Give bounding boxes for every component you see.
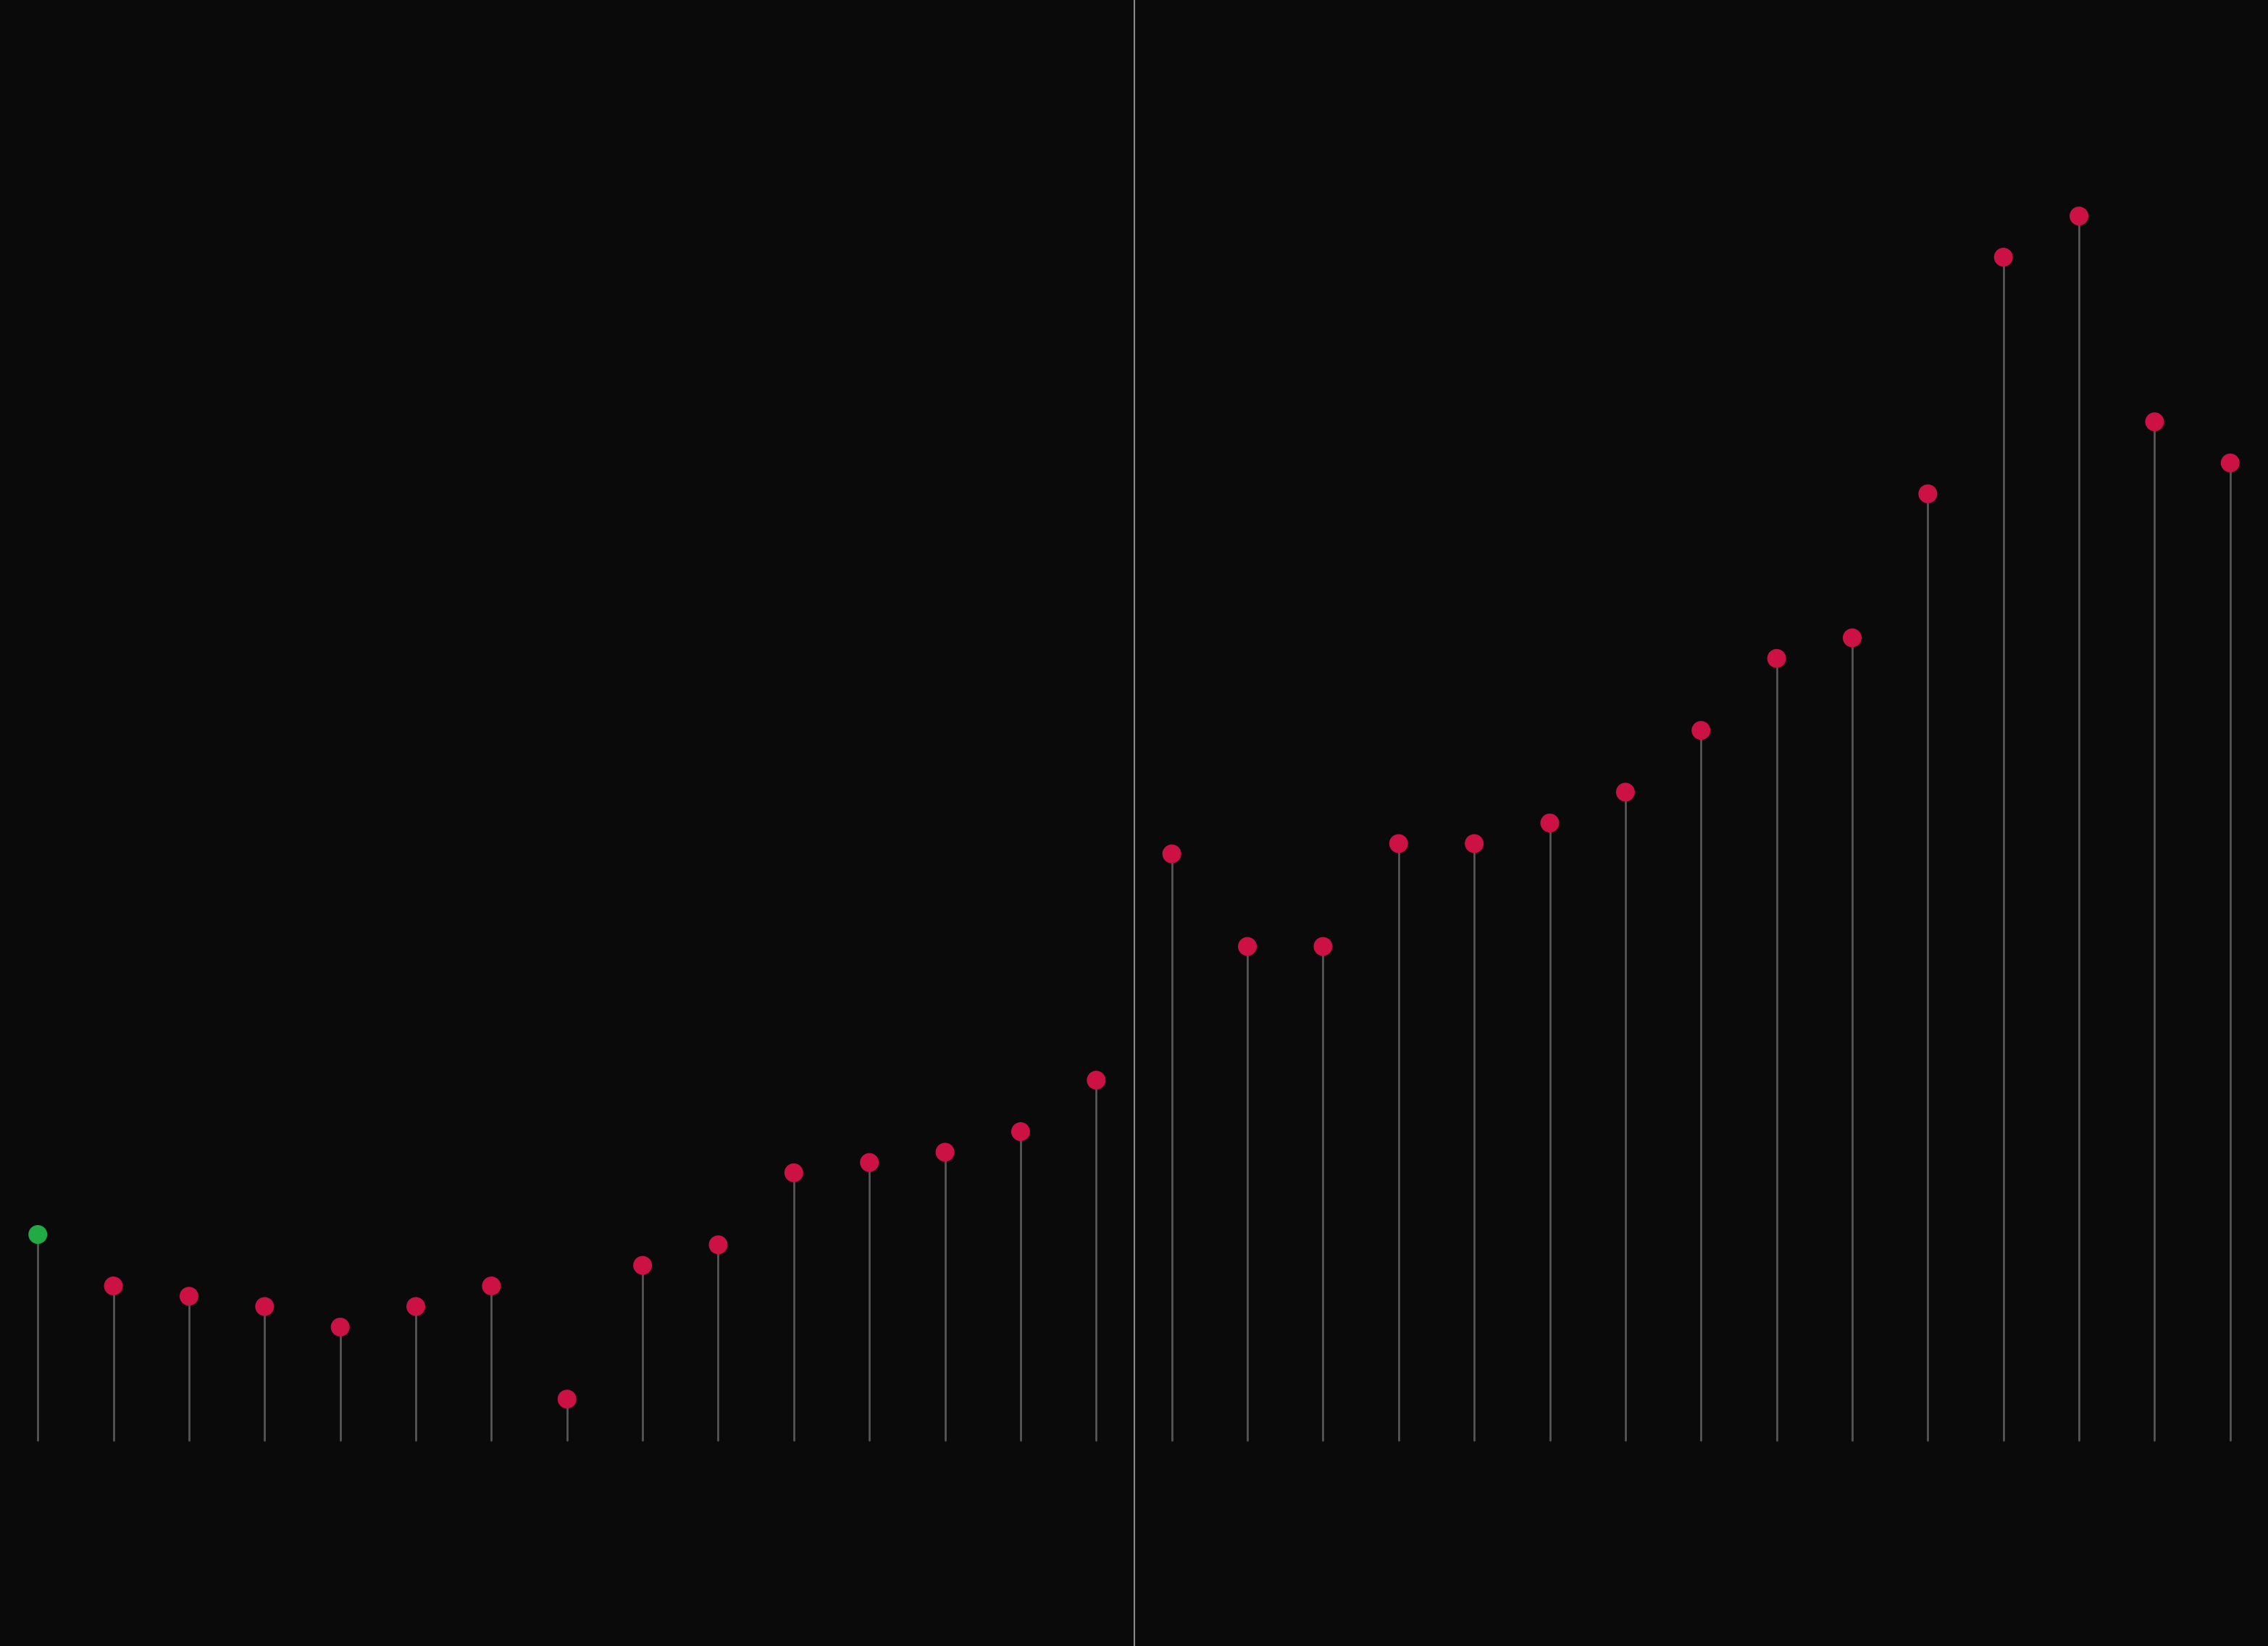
- Point: [1154, 841, 1191, 867]
- Point: [1381, 831, 1418, 858]
- Point: [474, 1272, 510, 1299]
- Point: [95, 1272, 132, 1299]
- Point: [851, 1149, 887, 1175]
- Point: [1758, 645, 1794, 672]
- Point: [2062, 202, 2098, 229]
- Point: [1229, 933, 1266, 960]
- Point: [1985, 244, 2021, 270]
- Point: [624, 1253, 660, 1279]
- Point: [1683, 718, 1719, 744]
- Point: [2211, 449, 2248, 476]
- Point: [322, 1314, 358, 1340]
- Point: [776, 1160, 812, 1187]
- Point: [1910, 481, 1946, 507]
- Point: [1456, 831, 1492, 858]
- Point: [1304, 933, 1340, 960]
- Point: [928, 1139, 964, 1165]
- Point: [701, 1231, 737, 1258]
- Point: [247, 1294, 284, 1320]
- Point: [1608, 779, 1644, 805]
- Point: [1531, 810, 1567, 836]
- Point: [549, 1386, 585, 1412]
- Point: [20, 1221, 57, 1248]
- Point: [1835, 625, 1871, 652]
- Point: [2136, 408, 2173, 435]
- Point: [397, 1294, 433, 1320]
- Point: [1077, 1067, 1114, 1093]
- Point: [1002, 1119, 1039, 1146]
- Point: [170, 1284, 206, 1310]
